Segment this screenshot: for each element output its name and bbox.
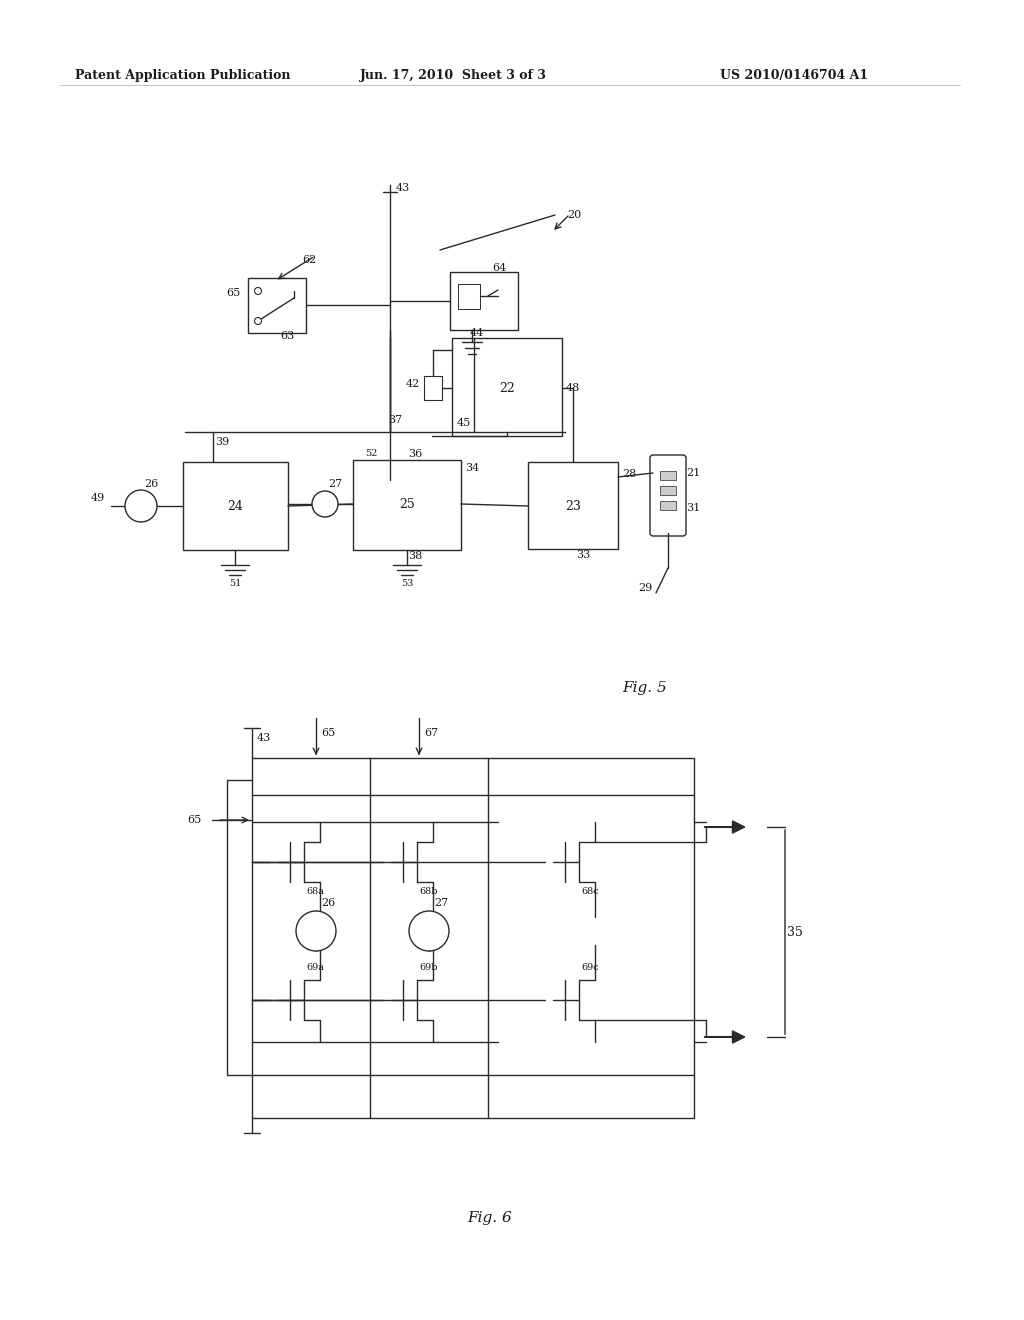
- Text: 22: 22: [499, 381, 515, 395]
- Text: 44: 44: [470, 327, 484, 338]
- Text: 64: 64: [492, 263, 506, 273]
- Text: 37: 37: [388, 414, 402, 425]
- Text: 53: 53: [400, 578, 414, 587]
- Text: 34: 34: [465, 463, 479, 473]
- Text: 65: 65: [226, 288, 241, 298]
- Bar: [353, 459, 461, 550]
- Text: 69c: 69c: [581, 964, 599, 973]
- Text: 29: 29: [638, 583, 652, 593]
- Circle shape: [255, 318, 261, 325]
- Bar: [452, 338, 562, 436]
- Text: Jun. 17, 2010  Sheet 3 of 3: Jun. 17, 2010 Sheet 3 of 3: [360, 69, 547, 82]
- Circle shape: [312, 491, 338, 517]
- Text: 28: 28: [622, 469, 636, 479]
- Text: 45: 45: [457, 418, 471, 428]
- Text: US 2010/0146704 A1: US 2010/0146704 A1: [720, 69, 868, 82]
- Text: 67: 67: [424, 729, 438, 738]
- Text: Fig. 6: Fig. 6: [468, 1210, 512, 1225]
- Text: 39: 39: [215, 437, 229, 447]
- Circle shape: [296, 911, 336, 950]
- Text: 26: 26: [321, 898, 335, 908]
- Circle shape: [409, 911, 449, 950]
- Text: 21: 21: [686, 469, 700, 478]
- Text: 42: 42: [406, 379, 420, 389]
- Text: 69a: 69a: [306, 964, 324, 973]
- Text: 48: 48: [566, 383, 581, 393]
- Text: 36: 36: [408, 449, 422, 459]
- Text: 27: 27: [328, 479, 342, 488]
- Bar: [424, 376, 442, 400]
- Text: 68c: 68c: [581, 887, 599, 896]
- Text: 27: 27: [434, 898, 449, 908]
- Text: 43: 43: [257, 733, 271, 743]
- Circle shape: [125, 490, 157, 521]
- Bar: [660, 486, 676, 495]
- Text: 43: 43: [396, 183, 411, 193]
- Text: Patent Application Publication: Patent Application Publication: [75, 69, 291, 82]
- Text: 35: 35: [787, 925, 803, 939]
- Text: 63: 63: [280, 331, 294, 341]
- Bar: [248, 279, 306, 333]
- Text: 49: 49: [91, 492, 105, 503]
- Text: 62: 62: [302, 255, 316, 265]
- Bar: [458, 284, 480, 309]
- Text: 23: 23: [565, 499, 581, 512]
- Bar: [660, 502, 676, 510]
- Text: Fig. 5: Fig. 5: [622, 681, 667, 696]
- Bar: [183, 462, 288, 550]
- Bar: [252, 758, 694, 1118]
- Text: 65: 65: [187, 814, 202, 825]
- Text: 69b: 69b: [419, 964, 437, 973]
- Text: 20: 20: [567, 210, 582, 220]
- Text: 68b: 68b: [419, 887, 437, 896]
- Text: 25: 25: [399, 499, 415, 511]
- Text: 68a: 68a: [306, 887, 324, 896]
- Text: 33: 33: [575, 550, 590, 560]
- Text: 24: 24: [227, 499, 243, 512]
- Text: 65: 65: [321, 729, 335, 738]
- Text: 51: 51: [228, 578, 242, 587]
- Bar: [528, 462, 618, 549]
- Text: 26: 26: [144, 479, 159, 488]
- Text: 31: 31: [686, 503, 700, 513]
- Circle shape: [255, 288, 261, 294]
- Text: 38: 38: [408, 550, 422, 561]
- Bar: [450, 272, 518, 330]
- Bar: [660, 471, 676, 480]
- Text: 52: 52: [365, 450, 378, 458]
- FancyBboxPatch shape: [650, 455, 686, 536]
